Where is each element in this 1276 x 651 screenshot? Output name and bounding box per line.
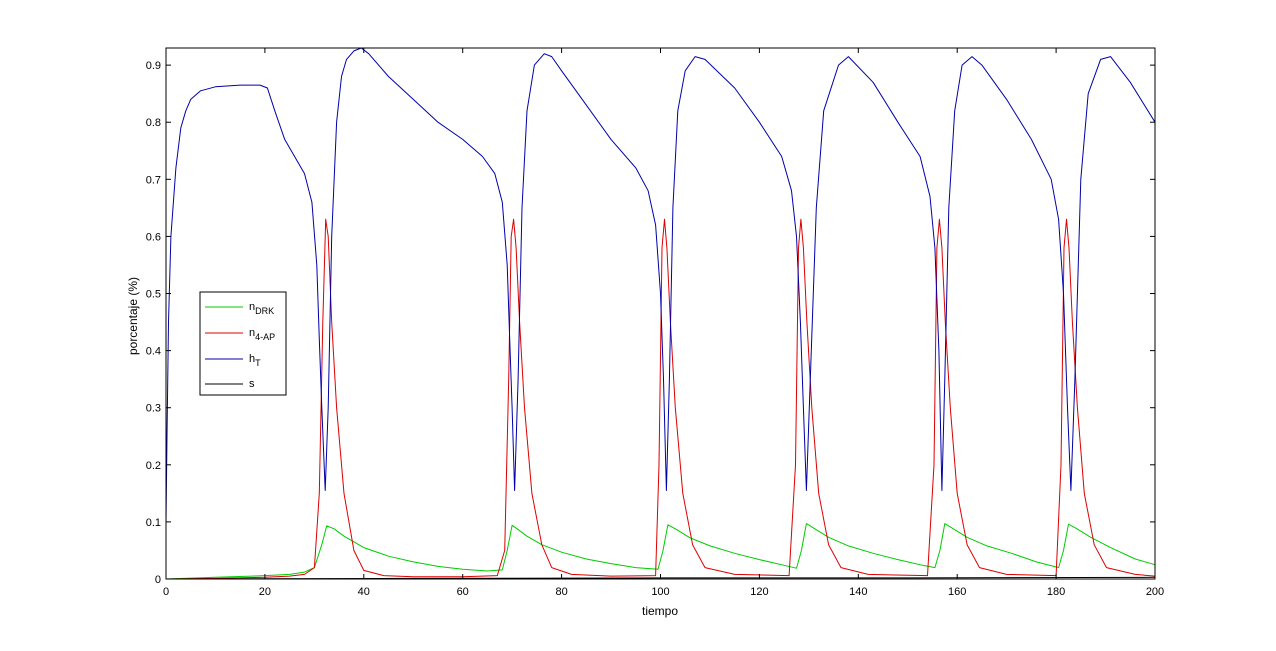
- x-tick-label: 200: [1146, 586, 1164, 598]
- y-tick-label: 0.9: [146, 60, 161, 72]
- legend-label-main: n: [249, 327, 255, 339]
- series-line-ht: [165, 47, 1156, 522]
- x-tick-label: 80: [555, 586, 567, 598]
- y-tick-label: 0.5: [146, 289, 161, 301]
- y-tick-label: 0.6: [146, 231, 161, 243]
- legend-label-main: n: [249, 301, 255, 313]
- x-tick-label: 20: [259, 586, 271, 598]
- y-tick-label: 0.7: [146, 174, 161, 186]
- legend-label: hT: [249, 353, 261, 368]
- x-tick-label: 140: [849, 586, 867, 598]
- x-tick-label: 120: [750, 586, 768, 598]
- series-line-n4-ap: [165, 218, 1156, 580]
- y-axis-label: porcentaje (%): [126, 277, 140, 355]
- x-tick-label: 160: [948, 586, 966, 598]
- x-axis-ticks: 0 20 40 60 80 100 120 140 160 180 200: [163, 48, 1164, 598]
- legend-label-subscript: 4-AP: [255, 332, 275, 342]
- y-tick-label: 0.8: [146, 117, 161, 129]
- x-tick-label: 40: [358, 586, 370, 598]
- legend-label: nDRK: [249, 301, 274, 316]
- series-line-ndrk: [165, 523, 1156, 580]
- legend-label-main: s: [249, 378, 255, 390]
- y-tick-label: 0.2: [146, 460, 161, 472]
- x-tick-label: 0: [163, 586, 169, 598]
- y-tick-label: 0.1: [146, 517, 161, 529]
- y-axis-ticks: 0 0.1 0.2 0.3 0.4 0.5 0.6 0.7 0.8 0.9: [146, 60, 1155, 586]
- legend-label: s: [249, 378, 255, 390]
- legend-label-subscript: T: [255, 358, 261, 368]
- y-tick-label: 0: [155, 574, 161, 586]
- legend-label-main: h: [249, 353, 255, 365]
- x-tick-label: 60: [457, 586, 469, 598]
- legend-label-subscript: DRK: [255, 306, 274, 316]
- plot-area: [166, 48, 1155, 579]
- y-tick-label: 0.3: [146, 403, 161, 415]
- legend-box: [199, 291, 287, 396]
- x-axis-label: tiempo: [642, 604, 678, 618]
- x-tick-label: 100: [651, 586, 669, 598]
- y-tick-label: 0.4: [146, 346, 161, 358]
- legend-label: n4-AP: [249, 327, 275, 342]
- x-tick-label: 180: [1047, 586, 1065, 598]
